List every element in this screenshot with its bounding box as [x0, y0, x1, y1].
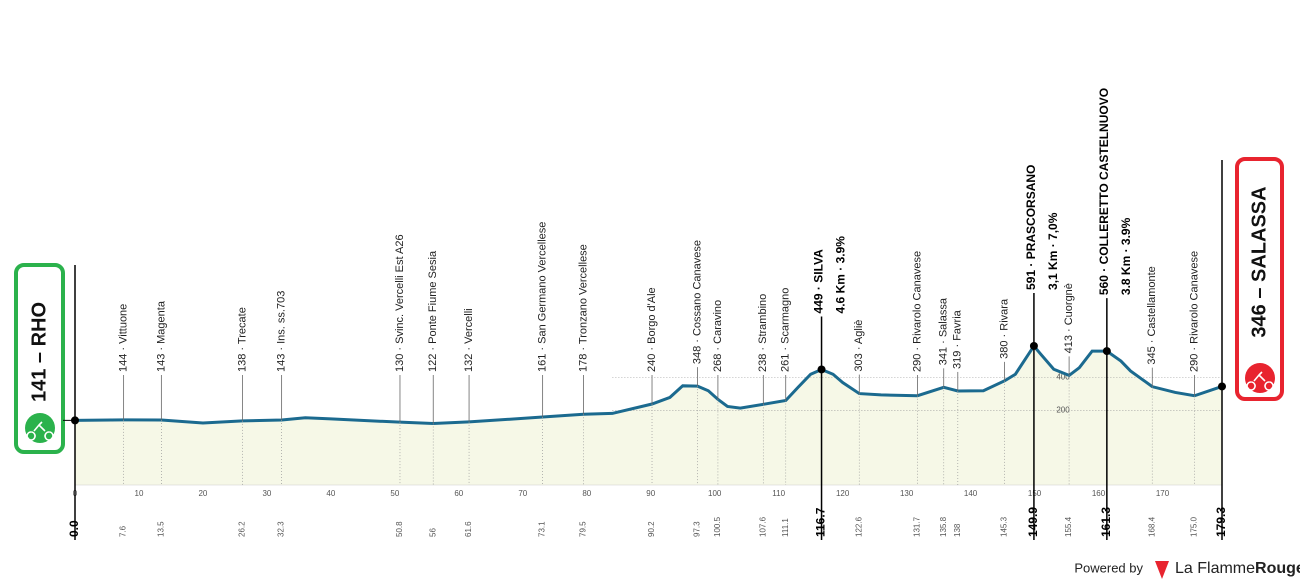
km-label: 175.0 — [1190, 516, 1199, 537]
km-label: 107.6 — [758, 516, 767, 537]
x-tick-label: 10 — [135, 489, 144, 498]
km-label: 90.2 — [647, 521, 656, 537]
waypoint-label: 143 · Ins. ss.703 — [276, 291, 288, 372]
waypoint-label: 345 · Castellamonte — [1146, 266, 1158, 364]
x-tick-label: 120 — [836, 489, 850, 498]
x-tick-label: 70 — [518, 489, 527, 498]
start-icon — [25, 413, 55, 443]
x-tick-label: 130 — [900, 489, 914, 498]
km-label: 131.7 — [913, 516, 922, 537]
x-tick-label: 50 — [390, 489, 399, 498]
km-label: 149.9 — [1026, 507, 1040, 537]
km-label: 79.5 — [579, 521, 588, 537]
finish-badge — [1235, 157, 1284, 401]
x-tick-label: 160 — [1092, 489, 1106, 498]
flame-logo — [1155, 561, 1169, 579]
km-label: 168.4 — [1147, 516, 1156, 537]
y-tick-label: 200 — [1056, 406, 1070, 415]
climb-label: 560 · COLLERETTO CASTELNUOVO — [1097, 88, 1111, 295]
km-label: 116.7 — [814, 507, 828, 537]
waypoint-label: 380 · Rivara — [998, 298, 1010, 359]
km-label: 179.3 — [1214, 507, 1228, 537]
km-label: 100.5 — [713, 516, 722, 537]
km-label: 97.3 — [693, 521, 702, 537]
x-tick-label: 100 — [708, 489, 722, 498]
waypoint-label: 413 · Cuorgnè — [1063, 283, 1075, 353]
brand-a: La Flamme — [1175, 560, 1255, 577]
km-label: 135.8 — [939, 516, 948, 537]
profile-line — [74, 343, 1223, 426]
start-badge — [14, 263, 65, 454]
km-label: 138 — [953, 523, 962, 537]
km-label: 7.6 — [119, 525, 128, 537]
waypoint-label: 261 · Scarmagno — [780, 288, 792, 372]
brand: La FlammeRouge — [1175, 560, 1300, 577]
waypoint-label: 238 · Strambino — [757, 294, 769, 372]
waypoint-label: 341 · Salassa — [938, 297, 950, 365]
x-tick-label: 40 — [326, 489, 335, 498]
brand-b: Rouge — [1255, 560, 1300, 577]
km-label: 155.4 — [1064, 516, 1073, 537]
waypoint-label: 268 · Caravino — [712, 300, 724, 372]
km-label: 0.0 — [67, 520, 81, 537]
km-label: 50.8 — [395, 521, 404, 537]
x-tick-label: 80 — [582, 489, 591, 498]
waypoint-label: 132 · Vercelli — [463, 308, 475, 372]
x-tick-label: 20 — [198, 489, 207, 498]
waypoint-label: 122 · Ponte Fiume Sesia — [427, 250, 439, 372]
km-label: 56 — [428, 528, 437, 537]
start-label: 141 – RHO — [28, 302, 50, 402]
y-tick-label: 400 — [1056, 373, 1070, 382]
climb-label: 591 · PRASCORSANO — [1024, 165, 1038, 290]
x-tick-label: 110 — [772, 489, 785, 498]
km-label: 13.5 — [156, 521, 165, 537]
climb-dot — [1029, 341, 1038, 350]
x-tick-label: 90 — [646, 489, 655, 498]
climb-dot — [817, 365, 826, 374]
km-label: 122.6 — [854, 516, 863, 537]
km-label: 73.1 — [538, 521, 547, 537]
x-tick-label: 30 — [262, 489, 271, 498]
climb-detail: 3,1 Km · 7,0% — [1046, 212, 1060, 290]
waypoint-label: 348 · Cossano Canavese — [691, 240, 703, 364]
waypoint-label: 130 · Svinc. Vercelli Est A26 — [394, 234, 406, 372]
x-tick-label: 170 — [1156, 489, 1170, 498]
km-label: 161.3 — [1099, 507, 1113, 537]
powered-by: Powered by — [1074, 560, 1143, 575]
bike-icon — [1246, 371, 1274, 391]
climb-dot — [1102, 347, 1111, 356]
waypoint-label: 240 · Borgo d'Ale — [646, 287, 658, 372]
x-tick-label: 150 — [1028, 489, 1042, 498]
waypoint-label: 290 · Rivarolo Canavese — [1188, 251, 1200, 372]
km-label: 145.3 — [1000, 516, 1009, 537]
x-tick-label: 60 — [454, 489, 463, 498]
finish-icon — [1245, 363, 1275, 393]
finish-label: 346 – SALASSA — [1248, 186, 1270, 337]
finish-dot — [1218, 382, 1226, 391]
x-tick-label: 140 — [964, 489, 978, 498]
waypoint-label: 143 · Magenta — [155, 300, 167, 372]
km-label: 61.6 — [464, 521, 473, 537]
bike-icon — [26, 421, 54, 441]
climb-detail: 4.6 Km · 3.9% — [834, 236, 848, 314]
waypoint-label: 161 · San Germano Vercellese — [537, 222, 549, 372]
waypoint-label: 319 · Favria — [952, 309, 964, 369]
climb-label: 449 · SILVA — [812, 249, 826, 314]
waypoint-label: 178 · Tronzano Vercellese — [577, 244, 589, 372]
km-label: 26.2 — [238, 521, 247, 537]
waypoint-label: 290 · Rivarolo Canavese — [911, 251, 923, 372]
waypoint-label: 138 · Trecate — [237, 307, 249, 372]
km-label: 32.3 — [277, 521, 286, 537]
climb-detail: 3.8 Km · 3.9% — [1119, 217, 1133, 295]
waypoint-label: 303 · Agliè — [853, 320, 865, 372]
waypoint-label: 144 · Vittuone — [118, 304, 130, 372]
km-label: 111.1 — [781, 518, 790, 537]
